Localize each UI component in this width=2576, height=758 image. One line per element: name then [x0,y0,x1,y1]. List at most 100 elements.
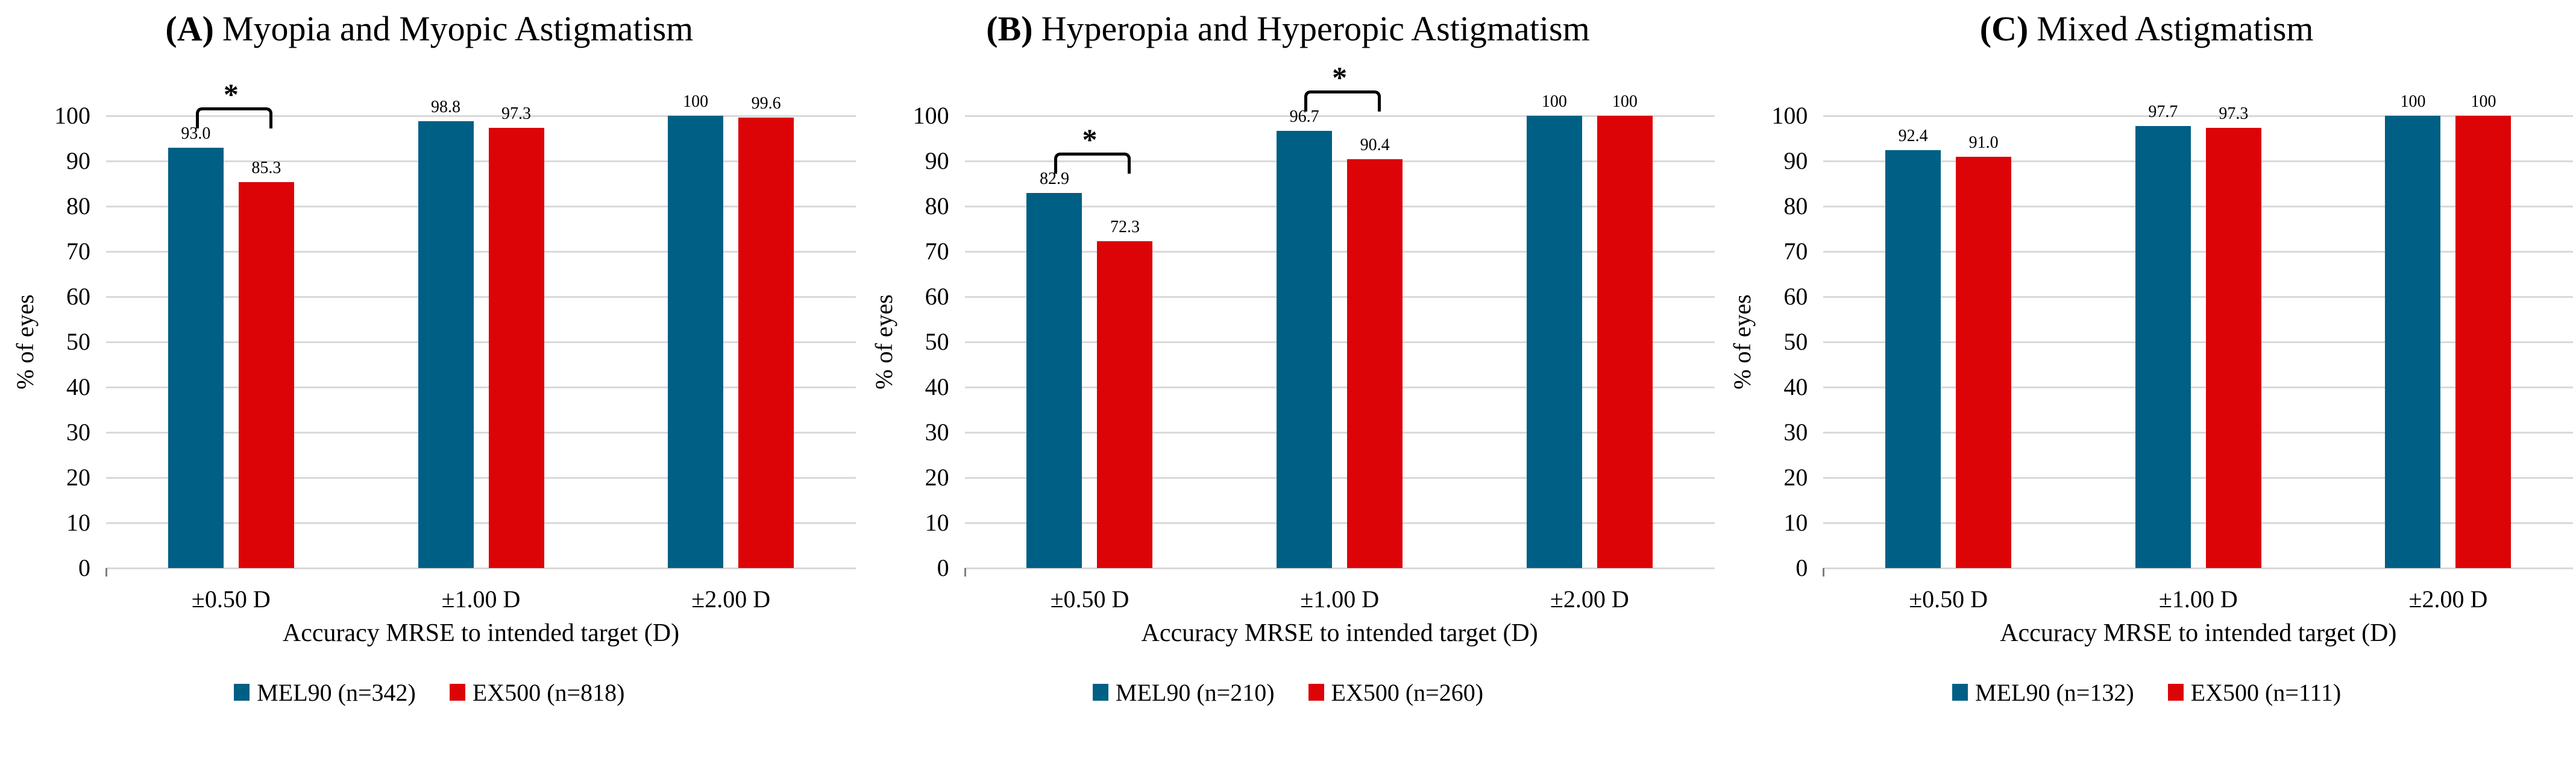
x-tick-label: ±0.50 D [191,586,271,613]
y-tick-label: 50 [925,328,949,355]
bar-value-label: 90.4 [1360,136,1390,154]
y-tick-label: 10 [925,509,949,536]
significance-bracket [1304,90,1381,112]
legend-label: MEL90 (n=132) [1975,678,2134,706]
bar-ex500 [1956,156,2012,568]
y-tick-label: 80 [66,192,90,220]
gridline [1823,295,2574,298]
x-tick-label: ±2.00 D [691,586,771,613]
legend-item-ex500: EX500 (n=818) [449,678,625,707]
bar-mel90 [418,121,474,568]
bar-mel90 [1026,193,1082,568]
x-tick-label: ±2.00 D [2408,586,2488,613]
bar-value-label: 97.7 [2148,103,2178,122]
panel-title-text: Myopia and Myopic Astigmatism [222,9,694,48]
gridline [106,160,856,162]
bar-value-label: 100 [1541,92,1567,111]
gridline [106,205,856,207]
bar-value-label: 97.3 [2219,104,2249,124]
bar-value-label: 100 [1612,92,1638,111]
panel-hyperopia: (B) Hyperopia and Hyperopic Astigmatism %… [859,0,1718,758]
significance-bracket [1054,153,1131,174]
bar-mel90 [2385,116,2441,568]
y-tick-label: 70 [925,238,949,265]
legend-label: EX500 (n=260) [1331,678,1484,706]
y-tick-label: 70 [1783,238,1808,265]
panel-letter: (A) [165,9,214,48]
legend-item-ex500: EX500 (n=260) [1308,678,1484,707]
gridline [964,205,1715,207]
gridline [964,160,1715,162]
gridline [106,386,856,388]
y-tick-label: 50 [66,328,90,355]
significance-bracket [195,107,272,128]
panel-title: (B) Hyperopia and Hyperopic Astigmatism [859,8,1718,49]
y-axis-tick [105,568,107,576]
bar-value-label: 100 [2471,92,2496,111]
gridline [964,431,1715,434]
panel-letter: (B) [986,9,1033,48]
y-tick-label: 70 [66,238,90,265]
gridline [1823,250,2574,253]
y-tick-label: 10 [66,509,90,536]
bar-value-label: 100 [2400,92,2426,111]
panel-mixed-astigmatism: (C) Mixed Astigmatism % of eyes 0 10 20 30 40… [1717,0,2576,758]
gridline [1823,522,2574,524]
y-tick-label: 0 [78,554,90,581]
gridline [964,115,1715,117]
y-tick-label: 50 [1783,328,1808,355]
y-tick-label: 60 [1783,283,1808,310]
x-tick-label: ±2.00 D [1550,586,1629,613]
x-tick-label: ±0.50 D [1909,586,1988,613]
bar-value-label: 98.8 [431,98,460,116]
bar-ex500 [2455,116,2512,568]
bar-ex500 [738,118,794,568]
y-tick-label: 20 [66,464,90,491]
panel-letter: (C) [1979,9,2029,48]
legend-item-mel90: MEL90 (n=132) [1952,678,2134,707]
legend-marker-mel90 [234,684,250,701]
bar-mel90 [1885,150,1941,568]
y-tick-label: 90 [925,147,949,174]
bar-ex500 [1347,159,1403,568]
bar-ex500 [2205,128,2261,568]
bar-mel90 [2135,126,2191,568]
plot-area: 0 10 20 30 40 50 60 70 80 90 100 92.4 91.0 ±0.50 D 97.… [1717,0,2576,758]
legend-label: EX500 (n=111) [2190,678,2342,706]
y-tick-label: 60 [66,283,90,310]
y-tick-label: 40 [925,373,949,400]
gridline [964,295,1715,298]
bar-ex500 [238,182,294,568]
legend: MEL90 (n=132) EX500 (n=111) [1717,675,2576,709]
legend-label: EX500 (n=818) [472,678,625,706]
gridline [1823,160,2574,162]
gridline [964,476,1715,479]
legend-marker-mel90 [1952,684,1968,701]
y-tick-label: 30 [925,418,949,446]
gridline [1823,386,2574,388]
legend-marker-ex500 [2167,684,2184,701]
gridline [106,115,856,117]
y-tick-label: 60 [925,283,949,310]
legend-label: MEL90 (n=342) [257,678,416,706]
gridline [106,476,856,479]
legend-marker-ex500 [1308,684,1324,701]
bar-mel90 [1277,130,1333,568]
x-axis-title: Accuracy MRSE to intended target (D) [1141,619,1538,647]
y-tick-label: 40 [1783,373,1808,400]
y-tick-label: 90 [66,147,90,174]
y-tick-label: 10 [1783,509,1808,536]
gridline [106,522,856,524]
y-tick-label: 20 [925,464,949,491]
y-tick-label: 80 [1783,192,1808,220]
gridline [1823,205,2574,207]
bar-ex500 [1097,241,1153,568]
y-axis-tick [1823,568,1825,576]
bar-value-label: 99.6 [751,94,781,113]
legend-label: MEL90 (n=210) [1115,678,1275,706]
gridline [106,295,856,298]
legend-item-mel90: MEL90 (n=210) [1092,678,1275,707]
gridline [964,341,1715,343]
plot-area: 0 10 20 30 40 50 60 70 80 90 100 82.9 72.3 ±0.50 D * 96… [859,0,1718,758]
legend: MEL90 (n=342) EX500 (n=818) [0,675,859,709]
